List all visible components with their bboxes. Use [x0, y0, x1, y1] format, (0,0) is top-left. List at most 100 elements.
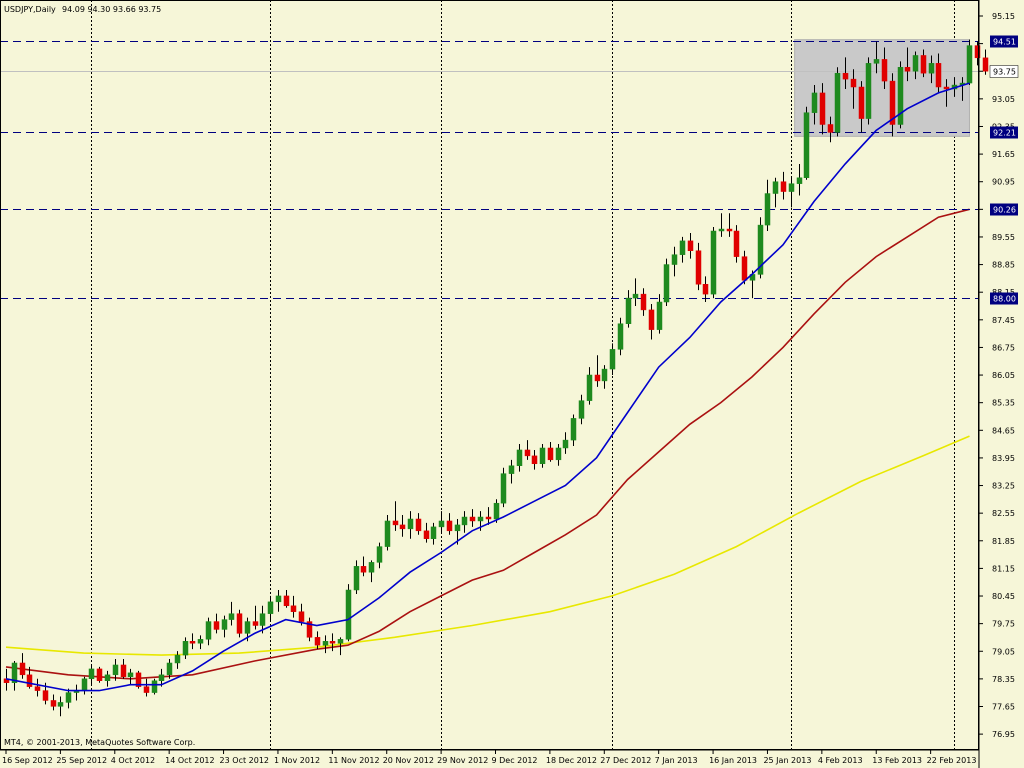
- candle[interactable]: [982, 49, 989, 75]
- candle[interactable]: [873, 41, 880, 74]
- candle[interactable]: [663, 258, 670, 306]
- candle[interactable]: [578, 394, 585, 425]
- candle[interactable]: [11, 661, 18, 691]
- candle[interactable]: [399, 515, 406, 537]
- candle[interactable]: [104, 670, 111, 687]
- candle[interactable]: [166, 659, 173, 679]
- candle[interactable]: [306, 617, 313, 642]
- candle[interactable]: [881, 47, 888, 89]
- candle[interactable]: [96, 666, 103, 683]
- candle[interactable]: [842, 57, 849, 89]
- candle[interactable]: [267, 595, 274, 622]
- candle[interactable]: [718, 213, 725, 237]
- candle[interactable]: [461, 511, 468, 533]
- candle[interactable]: [236, 609, 243, 638]
- candle[interactable]: [182, 637, 189, 660]
- candle[interactable]: [415, 513, 422, 535]
- candle[interactable]: [407, 511, 414, 539]
- candle[interactable]: [158, 668, 165, 687]
- candle[interactable]: [337, 637, 344, 656]
- candle[interactable]: [345, 584, 352, 642]
- candle[interactable]: [733, 225, 740, 263]
- candle[interactable]: [555, 444, 562, 466]
- candle[interactable]: [726, 213, 733, 237]
- candle[interactable]: [290, 595, 297, 618]
- candle[interactable]: [112, 659, 119, 681]
- candle[interactable]: [500, 467, 507, 508]
- candle[interactable]: [57, 696, 64, 717]
- candle[interactable]: [120, 659, 127, 679]
- candle[interactable]: [516, 444, 523, 472]
- candle[interactable]: [438, 511, 445, 533]
- candle[interactable]: [710, 227, 717, 299]
- candle[interactable]: [943, 79, 950, 107]
- candle[interactable]: [695, 242, 702, 291]
- candle[interactable]: [469, 509, 476, 527]
- candle[interactable]: [671, 246, 678, 277]
- candle[interactable]: [376, 542, 383, 569]
- candle[interactable]: [648, 303, 655, 340]
- candle[interactable]: [609, 343, 616, 375]
- candle[interactable]: [34, 678, 41, 697]
- candle[interactable]: [322, 635, 329, 654]
- candle[interactable]: [632, 278, 639, 306]
- candle[interactable]: [384, 515, 391, 551]
- candle[interactable]: [353, 560, 360, 594]
- candle[interactable]: [850, 69, 857, 109]
- candle[interactable]: [702, 276, 709, 303]
- candle[interactable]: [640, 288, 647, 316]
- candle[interactable]: [259, 605, 266, 634]
- candle[interactable]: [252, 605, 259, 630]
- candle[interactable]: [928, 55, 935, 84]
- candle[interactable]: [912, 51, 919, 80]
- candle[interactable]: [617, 317, 624, 356]
- candle[interactable]: [788, 177, 795, 208]
- candle[interactable]: [625, 290, 632, 328]
- candle[interactable]: [547, 442, 554, 462]
- candle[interactable]: [174, 651, 181, 669]
- candle[interactable]: [143, 678, 150, 697]
- candle[interactable]: [189, 633, 196, 650]
- candle[interactable]: [392, 501, 399, 531]
- candle[interactable]: [586, 367, 593, 405]
- candle[interactable]: [594, 355, 601, 387]
- candle[interactable]: [430, 522, 437, 545]
- candle[interactable]: [275, 589, 282, 612]
- candle[interactable]: [539, 444, 546, 468]
- candle[interactable]: [834, 67, 841, 137]
- candle[interactable]: [151, 678, 158, 695]
- candle[interactable]: [920, 49, 927, 78]
- candle[interactable]: [65, 688, 72, 709]
- candle[interactable]: [368, 560, 375, 583]
- candle[interactable]: [966, 39, 973, 86]
- candle[interactable]: [772, 177, 779, 208]
- candle[interactable]: [283, 589, 290, 608]
- candle[interactable]: [687, 232, 694, 259]
- candle[interactable]: [360, 556, 367, 577]
- candle[interactable]: [858, 81, 865, 133]
- candle[interactable]: [26, 666, 33, 689]
- candle[interactable]: [811, 85, 818, 125]
- candle[interactable]: [796, 163, 803, 196]
- candle[interactable]: [205, 617, 212, 646]
- candle[interactable]: [221, 615, 228, 638]
- candle[interactable]: [570, 414, 577, 447]
- candle[interactable]: [314, 631, 321, 650]
- candle[interactable]: [524, 440, 531, 460]
- candle[interactable]: [757, 217, 764, 279]
- candle[interactable]: [904, 47, 911, 82]
- candle[interactable]: [485, 507, 492, 525]
- candle[interactable]: [562, 432, 569, 454]
- candle[interactable]: [889, 73, 896, 137]
- candle[interactable]: [135, 670, 142, 689]
- candle[interactable]: [601, 365, 608, 389]
- candle[interactable]: [508, 459, 515, 484]
- candle[interactable]: [827, 116, 834, 143]
- candle[interactable]: [446, 513, 453, 535]
- candle[interactable]: [19, 653, 26, 679]
- candle[interactable]: [656, 294, 663, 334]
- candle[interactable]: [865, 57, 872, 125]
- candle[interactable]: [764, 179, 771, 232]
- candle[interactable]: [935, 53, 942, 93]
